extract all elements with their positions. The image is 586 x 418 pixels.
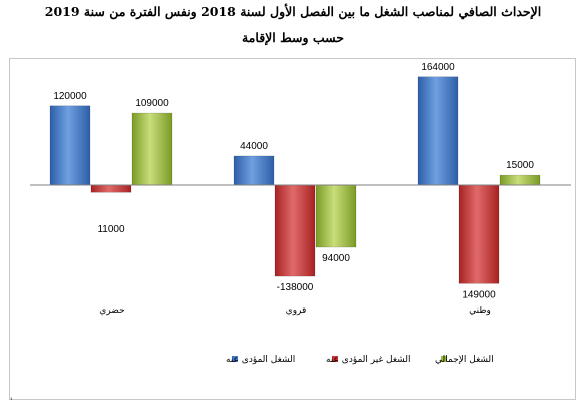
bar-paid-3 xyxy=(417,76,459,186)
data-label-paid-3: 164000 xyxy=(421,62,455,73)
bar-total-2 xyxy=(315,184,357,248)
data-label-paid-1: 120000 xyxy=(53,91,87,102)
legend-swatch-paid xyxy=(232,356,238,362)
category-label-2: قروي xyxy=(286,306,307,316)
data-label-total-3: 15000 xyxy=(506,160,534,171)
data-label-total-2: 94000 xyxy=(322,253,350,264)
category-label-3: وطني xyxy=(469,306,491,316)
data-label-total-1: 109000 xyxy=(135,98,169,109)
bar-total-3 xyxy=(499,174,541,186)
data-label-unpaid-1: 11000 xyxy=(97,224,125,235)
data-label-unpaid-2: -138000 xyxy=(277,282,314,293)
legend-swatch-total xyxy=(441,356,447,362)
bar-total-1 xyxy=(131,112,173,186)
legend-label-unpaid: الشغل غير المؤدى عنه xyxy=(326,355,410,365)
bar-paid-1 xyxy=(49,105,91,186)
footnote-mark: ' xyxy=(10,397,13,407)
legend-swatch-unpaid xyxy=(332,356,338,362)
bar-paid-2 xyxy=(233,155,275,186)
data-label-unpaid-3: 149000 xyxy=(462,289,496,300)
bar-unpaid-2 xyxy=(274,184,316,277)
legend-label-paid: الشغل المؤدى عنه xyxy=(226,355,295,365)
bar-unpaid-3 xyxy=(458,184,500,284)
legend-label-total: الشغل الإجمالي xyxy=(435,355,494,365)
data-label-paid-2: 44000 xyxy=(240,141,268,152)
chart-title: الإحداث الصافي لمناصب الشغل ما بين الفصل… xyxy=(44,4,542,19)
category-label-1: حضري xyxy=(99,306,124,316)
bar-unpaid-1 xyxy=(90,184,132,193)
chart-subtitle: حسب وسط الإقامة xyxy=(241,30,344,45)
